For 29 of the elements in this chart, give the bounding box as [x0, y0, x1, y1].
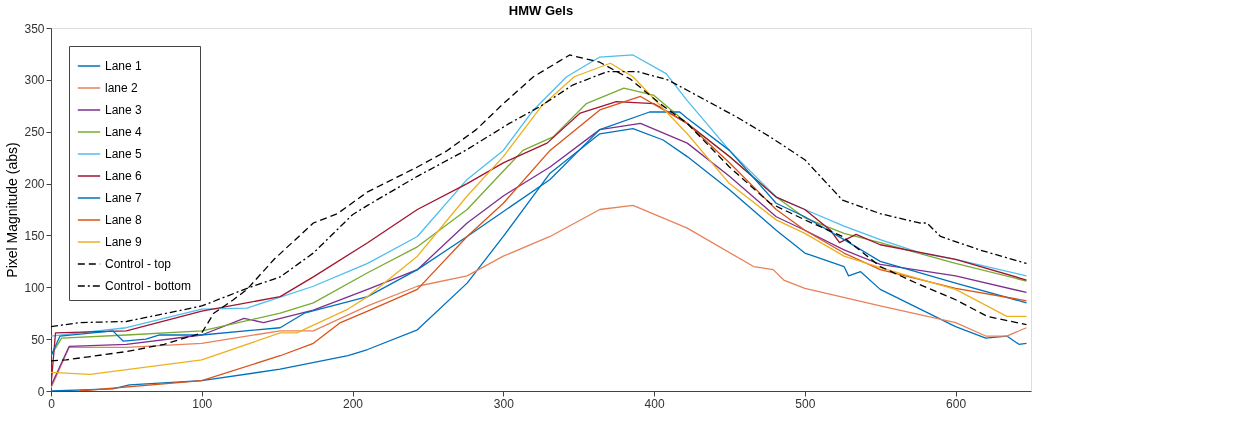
x-tick-label: 100	[192, 396, 213, 411]
legend-label: Control - bottom	[105, 279, 192, 293]
x-tick-label: 300	[493, 396, 515, 411]
legend-label: Lane 9	[105, 235, 143, 249]
x-tick-label: 600	[946, 396, 967, 411]
x-tick-label: 200	[343, 396, 364, 411]
legend-label: Lane 7	[105, 191, 143, 205]
y-tick-label: 200	[24, 177, 45, 192]
x-tick-label: 0	[48, 396, 56, 411]
legend-label: Control - top	[105, 257, 172, 271]
legend-label: Lane 6	[105, 169, 143, 183]
x-tick-label: 500	[795, 396, 816, 411]
legend-label: lane 2	[105, 81, 139, 95]
y-tick-label: 350	[24, 21, 45, 36]
y-tick-label: 100	[24, 280, 45, 295]
legend-label: Lane 3	[105, 103, 143, 117]
legend-label: Lane 1	[105, 59, 143, 73]
y-tick-label: 150	[24, 228, 45, 243]
y-tick-label: 50	[31, 332, 45, 347]
line-series	[51, 204, 1028, 389]
y-tick-label: 0	[37, 384, 45, 399]
legend-label: Lane 8	[105, 213, 143, 227]
legend-label: Lane 5	[105, 147, 143, 161]
chart-title: HMW Gels	[508, 3, 574, 18]
y-tick-label: 300	[24, 73, 45, 88]
y-axis-title: Pixel Magnitude (abs)	[4, 142, 21, 278]
x-tick-label: 400	[644, 396, 665, 411]
legend-label: Lane 4	[105, 125, 143, 139]
y-tick-label: 250	[24, 125, 45, 140]
